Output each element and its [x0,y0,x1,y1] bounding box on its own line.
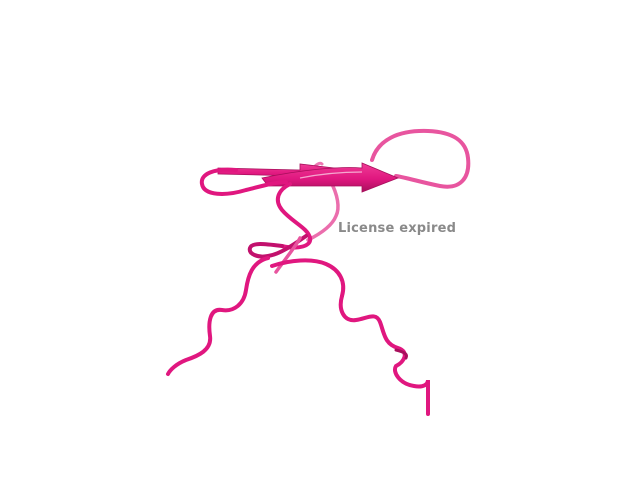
loop-center-knot [247,234,308,259]
loop-back-middle [306,178,340,242]
loop-connector [274,236,302,274]
loop-left-hook [199,167,288,196]
tail-right [338,294,430,416]
beta-strand-lower-highlight [299,171,363,179]
tail-left [166,256,270,376]
loop-center-down [275,182,313,250]
loop-back-right [370,128,471,189]
beta-strand-lower [261,162,400,193]
license-watermark: License expired [338,221,457,236]
tail-right-shade [394,348,408,360]
loop-connector-2 [270,258,346,298]
